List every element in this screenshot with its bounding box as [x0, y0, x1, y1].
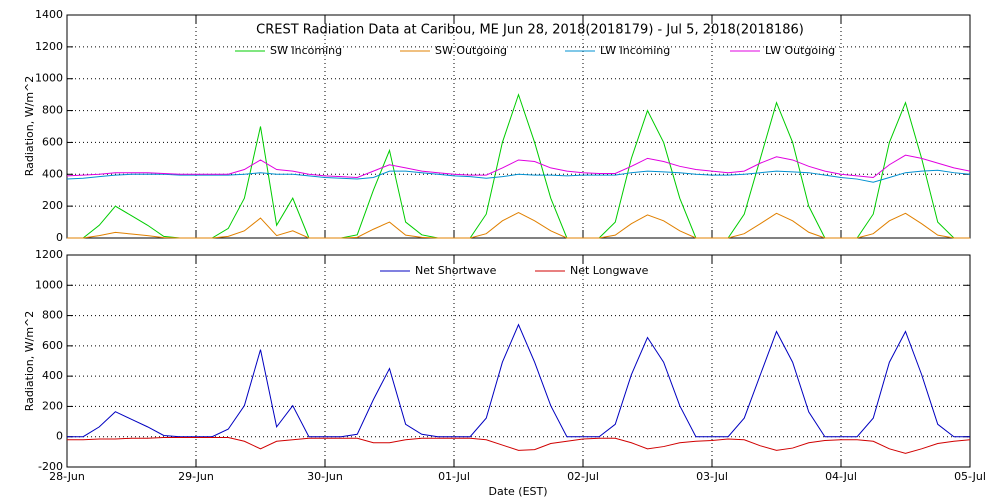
- data-line: [67, 436, 971, 454]
- y-tick-label: 400: [42, 167, 63, 180]
- x-tick-label: 01-Jul: [438, 470, 470, 483]
- y-tick-label: 1000: [35, 72, 63, 85]
- x-tick-label: 28-Jun: [49, 470, 85, 483]
- x-tick-label: 04-Jul: [825, 470, 857, 483]
- legend-label: SW Outgoing: [435, 44, 507, 57]
- y-axis-label: Radiation, W/m^2: [23, 311, 36, 412]
- legend-label: Net Shortwave: [415, 264, 497, 277]
- data-line: [67, 323, 970, 438]
- y-tick-label: -200: [38, 460, 63, 473]
- y-tick-label: 200: [42, 399, 63, 412]
- data-line: [66, 169, 971, 183]
- y-tick-label: 600: [42, 135, 63, 148]
- y-tick-label: 0: [56, 430, 63, 443]
- data-line: [67, 93, 970, 239]
- y-tick-label: 1200: [35, 248, 63, 261]
- x-tick-label: 29-Jun: [178, 470, 214, 483]
- x-tick-label: 05-Jul: [954, 470, 986, 483]
- y-tick-label: 1000: [35, 278, 63, 291]
- y-tick-label: 800: [42, 104, 63, 117]
- y-axis-label: Radiation, W/m^2: [23, 76, 36, 177]
- legend-label: Net Longwave: [570, 264, 649, 277]
- plot-frame: [66, 254, 971, 468]
- data-line: [67, 211, 970, 239]
- y-tick-label: 1200: [35, 40, 63, 53]
- y-tick-label: 400: [42, 369, 63, 382]
- data-line: [66, 154, 971, 178]
- x-axis-label: Date (EST): [488, 485, 547, 498]
- chart-title: CREST Radiation Data at Caribou, ME Jun …: [256, 23, 804, 38]
- plot-frame: [66, 14, 971, 239]
- legend-label: LW Outgoing: [765, 44, 835, 57]
- legend-label: SW Incoming: [270, 44, 342, 57]
- y-tick-label: 800: [42, 309, 63, 322]
- y-tick-label: 200: [42, 199, 63, 212]
- x-tick-label: 03-Jul: [696, 470, 728, 483]
- x-tick-label: 30-Jun: [307, 470, 343, 483]
- x-tick-label: 02-Jul: [567, 470, 599, 483]
- legend-label: LW Incoming: [600, 44, 670, 57]
- y-tick-label: 0: [56, 231, 63, 244]
- y-tick-label: 1400: [35, 8, 63, 21]
- y-tick-label: 600: [42, 339, 63, 352]
